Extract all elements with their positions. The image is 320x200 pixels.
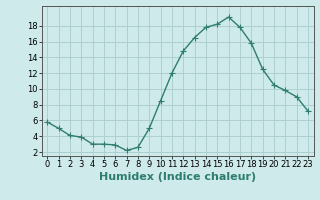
X-axis label: Humidex (Indice chaleur): Humidex (Indice chaleur) [99, 172, 256, 182]
